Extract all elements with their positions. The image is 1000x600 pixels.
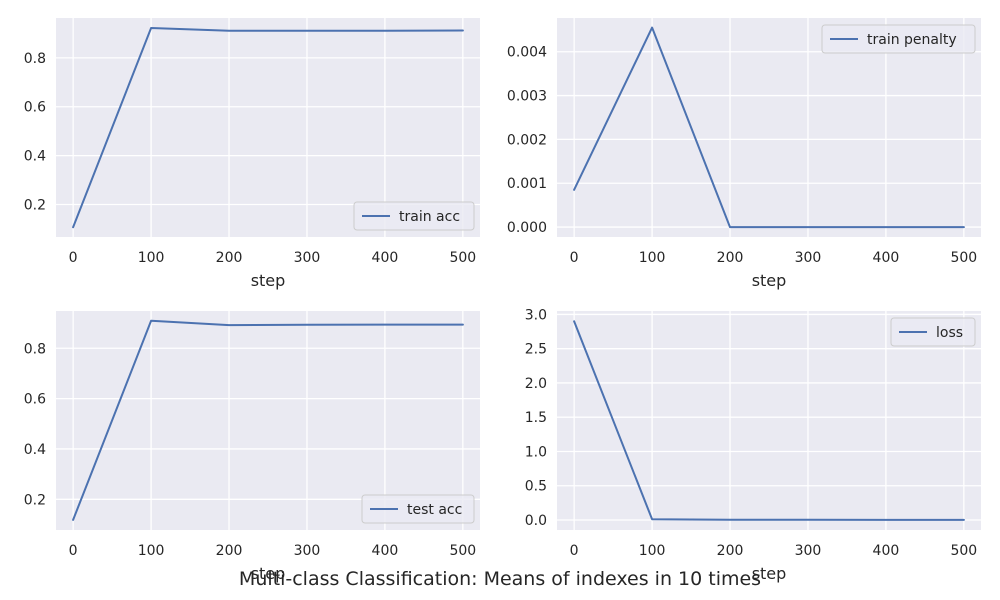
- x-axis-label: step: [251, 271, 286, 290]
- x-tick-label: 200: [717, 543, 744, 559]
- x-tick-label: 0: [570, 543, 579, 559]
- train-penalty-legend: train penalty: [821, 24, 976, 54]
- y-tick-label: 0.003: [507, 89, 547, 105]
- test-acc-series-line: [72, 319, 464, 521]
- y-tick-label: 0.5: [525, 479, 547, 495]
- y-tick-label: 0.2: [24, 492, 46, 508]
- x-tick-label: 100: [639, 543, 666, 559]
- y-tick-label: 0.2: [24, 197, 46, 213]
- y-tick-label: 0.6: [24, 392, 46, 408]
- x-tick-label: 300: [294, 543, 321, 559]
- x-axis-label: step: [251, 564, 286, 583]
- y-tick-label: 0.8: [24, 341, 46, 357]
- plot-area: [557, 18, 981, 237]
- y-tick-label: 0.4: [24, 442, 46, 458]
- x-tick-label: 300: [294, 250, 321, 266]
- y-tick-label: 2.0: [525, 376, 547, 392]
- legend-label: train acc: [399, 209, 460, 225]
- y-tick-label: 0.8: [24, 51, 46, 67]
- test-acc-panel: 0 100 200 300 400 500 0.2 0.4 0.6 0.8 step test acc: [24, 311, 480, 583]
- y-tick-label: 0.000: [507, 220, 547, 236]
- y-tick-label: 0.4: [24, 149, 46, 165]
- train-penalty-series-line: [573, 26, 965, 229]
- x-tick-label: 0: [69, 543, 78, 559]
- legend-box: [353, 201, 475, 231]
- y-tick-label: 0.0: [525, 513, 547, 529]
- legend-box: [361, 494, 475, 524]
- x-tick-label: 100: [639, 250, 666, 266]
- x-tick-label: 400: [873, 250, 900, 266]
- legend-box: [821, 24, 976, 54]
- y-tick-label: 3.0: [525, 307, 547, 323]
- x-tick-label: 400: [372, 543, 399, 559]
- x-tick-label: 200: [717, 250, 744, 266]
- y-tick-label: 0.004: [507, 45, 547, 61]
- x-tick-label: 0: [570, 250, 579, 266]
- x-tick-label: 400: [372, 250, 399, 266]
- x-axis-label: step: [752, 564, 787, 583]
- loss-legend: loss: [890, 317, 976, 347]
- y-tick-label: 2.5: [525, 342, 547, 358]
- x-tick-label: 500: [950, 543, 977, 559]
- x-tick-label: 500: [449, 250, 476, 266]
- train-acc-series-line: [72, 27, 464, 229]
- figure-title: Multi-class Classification: Means of ind…: [239, 568, 761, 590]
- loss-series-line: [573, 320, 965, 521]
- test-acc-legend: test acc: [361, 494, 475, 524]
- y-tick-label: 0.001: [507, 176, 547, 192]
- subplot-grid: 0 100 200 300 400 500 0.2 0.4 0.6 0.8 step train ac…: [24, 18, 981, 583]
- loss-panel: 0 100 200 300 400 500 0.0 0.5 1.0 1.5 2.0 2.5 3.0 ste…: [525, 307, 981, 583]
- x-tick-label: 0: [69, 250, 78, 266]
- train-acc-panel: 0 100 200 300 400 500 0.2 0.4 0.6 0.8 step train ac…: [24, 18, 480, 290]
- plot-area: [56, 311, 480, 530]
- x-tick-label: 100: [138, 543, 165, 559]
- plot-area: [557, 311, 981, 530]
- y-tick-label: 1.5: [525, 410, 547, 426]
- legend-box: [890, 317, 976, 347]
- y-tick-label: 0.6: [24, 100, 46, 116]
- legend-label: loss: [936, 325, 963, 341]
- x-tick-label: 400: [873, 543, 900, 559]
- x-tick-label: 200: [216, 543, 243, 559]
- plot-area: [56, 18, 480, 237]
- train-penalty-panel: 0 100 200 300 400 500 0.000 0.001 0.002 0.003 0.00…: [507, 18, 981, 290]
- legend-label: test acc: [407, 502, 462, 518]
- x-tick-label: 500: [950, 250, 977, 266]
- x-tick-label: 200: [216, 250, 243, 266]
- legend-label: train penalty: [867, 32, 957, 48]
- train-acc-legend: train acc: [353, 201, 475, 231]
- x-tick-label: 500: [449, 543, 476, 559]
- x-tick-label: 100: [138, 250, 165, 266]
- x-tick-label: 300: [795, 250, 822, 266]
- y-tick-label: 1.0: [525, 444, 547, 460]
- y-tick-label: 0.002: [507, 132, 547, 148]
- x-axis-label: step: [752, 271, 787, 290]
- x-tick-label: 300: [795, 543, 822, 559]
